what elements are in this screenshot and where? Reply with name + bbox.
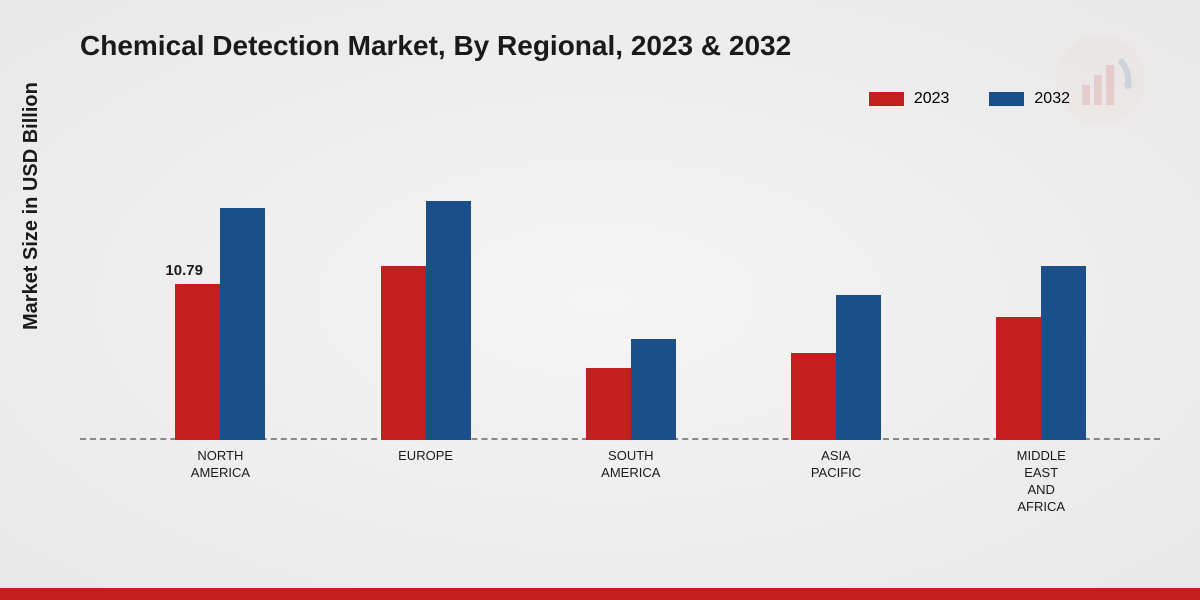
bar-2032 [426, 201, 471, 440]
legend-swatch-2023 [869, 92, 904, 106]
legend-label-2023: 2023 [914, 90, 950, 108]
bar-group [381, 201, 471, 440]
bar-2023 [586, 368, 631, 441]
bar-2023 [996, 317, 1041, 440]
y-axis-label: Market Size in USD Billion [20, 82, 43, 330]
x-axis-category-label: ASIA PACIFIC [811, 448, 861, 482]
plot-area: 10.79 [80, 150, 1160, 440]
legend-swatch-2032 [989, 92, 1024, 106]
bar-group [791, 295, 881, 440]
bar-group [996, 266, 1086, 440]
legend: 2023 2032 [869, 90, 1070, 108]
watermark-logo [1050, 30, 1150, 130]
bar-value-label: 10.79 [165, 262, 203, 279]
bar-2032 [220, 208, 265, 440]
legend-label-2032: 2032 [1034, 90, 1070, 108]
bar-group: 10.79 [175, 208, 265, 440]
bar-2032 [836, 295, 881, 440]
bar-2023 [381, 266, 426, 440]
x-axis-category-label: EUROPE [398, 448, 453, 465]
bar-2023 [791, 353, 836, 440]
legend-item-2023: 2023 [869, 90, 950, 108]
footer-bar [0, 588, 1200, 600]
bar-group [586, 339, 676, 441]
chart-title: Chemical Detection Market, By Regional, … [80, 30, 791, 62]
x-axis-category-label: SOUTH AMERICA [601, 448, 660, 482]
x-axis-category-label: MIDDLE EAST AND AFRICA [1017, 448, 1066, 516]
legend-item-2032: 2032 [989, 90, 1070, 108]
bar-2032 [631, 339, 676, 441]
x-axis-category-label: NORTH AMERICA [191, 448, 250, 482]
bar-2032 [1041, 266, 1086, 440]
bar-2023 [175, 284, 220, 440]
